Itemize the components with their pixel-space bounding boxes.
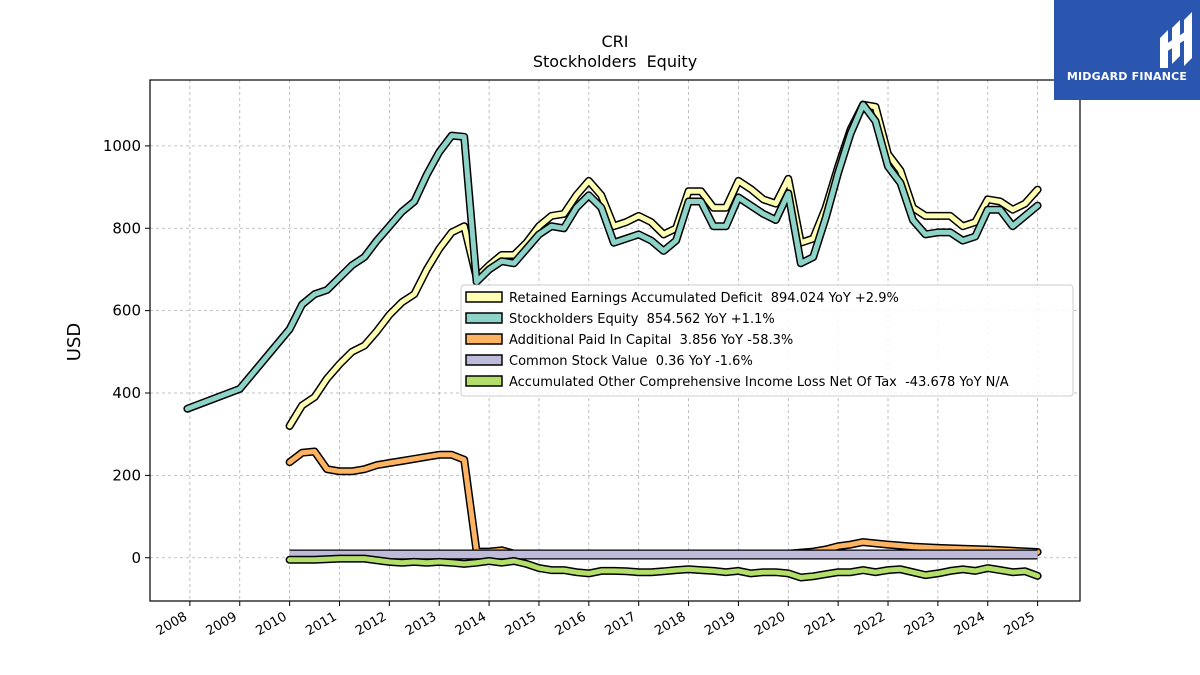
legend: Retained Earnings Accumulated Deficit 89… bbox=[460, 284, 1074, 397]
y-tick-label: 400 bbox=[112, 384, 141, 402]
brand-name: MIDGARD FINANCE bbox=[1066, 70, 1188, 83]
y-tick-label: 200 bbox=[112, 466, 141, 484]
x-tick-label: 2024 bbox=[952, 609, 988, 639]
legend-entry: Common Stock Value 0.36 YoY -1.6% bbox=[509, 354, 753, 369]
x-tick-label: 2008 bbox=[154, 609, 190, 639]
x-tick-label: 2017 bbox=[603, 609, 639, 639]
x-tick-label: 2025 bbox=[1001, 609, 1037, 639]
y-axis-label: USD bbox=[64, 323, 85, 361]
legend-swatch bbox=[465, 291, 503, 303]
legend-swatch bbox=[465, 375, 503, 387]
legend-entry: Stockholders Equity 854.562 YoY +1.1% bbox=[509, 312, 775, 327]
plot-frame bbox=[149, 79, 1081, 602]
x-tick-label: 2009 bbox=[204, 609, 240, 639]
x-tick-label: 2010 bbox=[253, 609, 289, 639]
y-tick-label: 600 bbox=[112, 302, 141, 320]
series-line bbox=[287, 449, 1041, 557]
x-tick-label: 2015 bbox=[503, 609, 539, 639]
legend-swatch bbox=[465, 354, 503, 366]
x-tick-label: 2018 bbox=[652, 609, 688, 639]
y-tick-label: 800 bbox=[112, 219, 141, 237]
series-line bbox=[184, 102, 1041, 412]
x-tick-label: 2012 bbox=[353, 609, 389, 639]
x-tick-label: 2014 bbox=[453, 609, 489, 639]
series-line bbox=[287, 556, 1041, 580]
legend-box bbox=[460, 284, 1074, 397]
brand-logo: MIDGARD FINANCE bbox=[1054, 0, 1200, 100]
x-tick-label: 2023 bbox=[902, 609, 938, 639]
x-tick-label: 2013 bbox=[403, 609, 439, 639]
legend-swatch bbox=[465, 333, 503, 345]
series-line-outline bbox=[285, 447, 1042, 558]
legend-swatch bbox=[465, 312, 503, 324]
legend-entry: Additional Paid In Capital 3.856 YoY -58… bbox=[509, 333, 793, 348]
x-tick-label: 2022 bbox=[852, 609, 888, 639]
x-tick-label: 2021 bbox=[802, 609, 838, 639]
x-tick-label: 2016 bbox=[553, 609, 589, 639]
logo-mark-icon bbox=[1160, 12, 1192, 68]
x-tick-label: 2011 bbox=[303, 609, 339, 639]
chart-title: CRI bbox=[601, 32, 628, 51]
x-tick-label: 2019 bbox=[702, 609, 738, 639]
x-tick-label: 2020 bbox=[752, 609, 788, 639]
chart-subtitle: Stockholders Equity bbox=[533, 52, 697, 71]
y-tick-label: 1000 bbox=[103, 137, 141, 155]
series-lines bbox=[183, 100, 1042, 582]
y-tick-label: 0 bbox=[131, 549, 141, 567]
legend-entry: Retained Earnings Accumulated Deficit 89… bbox=[509, 291, 899, 306]
legend-entry: Accumulated Other Comprehensive Income L… bbox=[509, 375, 1009, 390]
